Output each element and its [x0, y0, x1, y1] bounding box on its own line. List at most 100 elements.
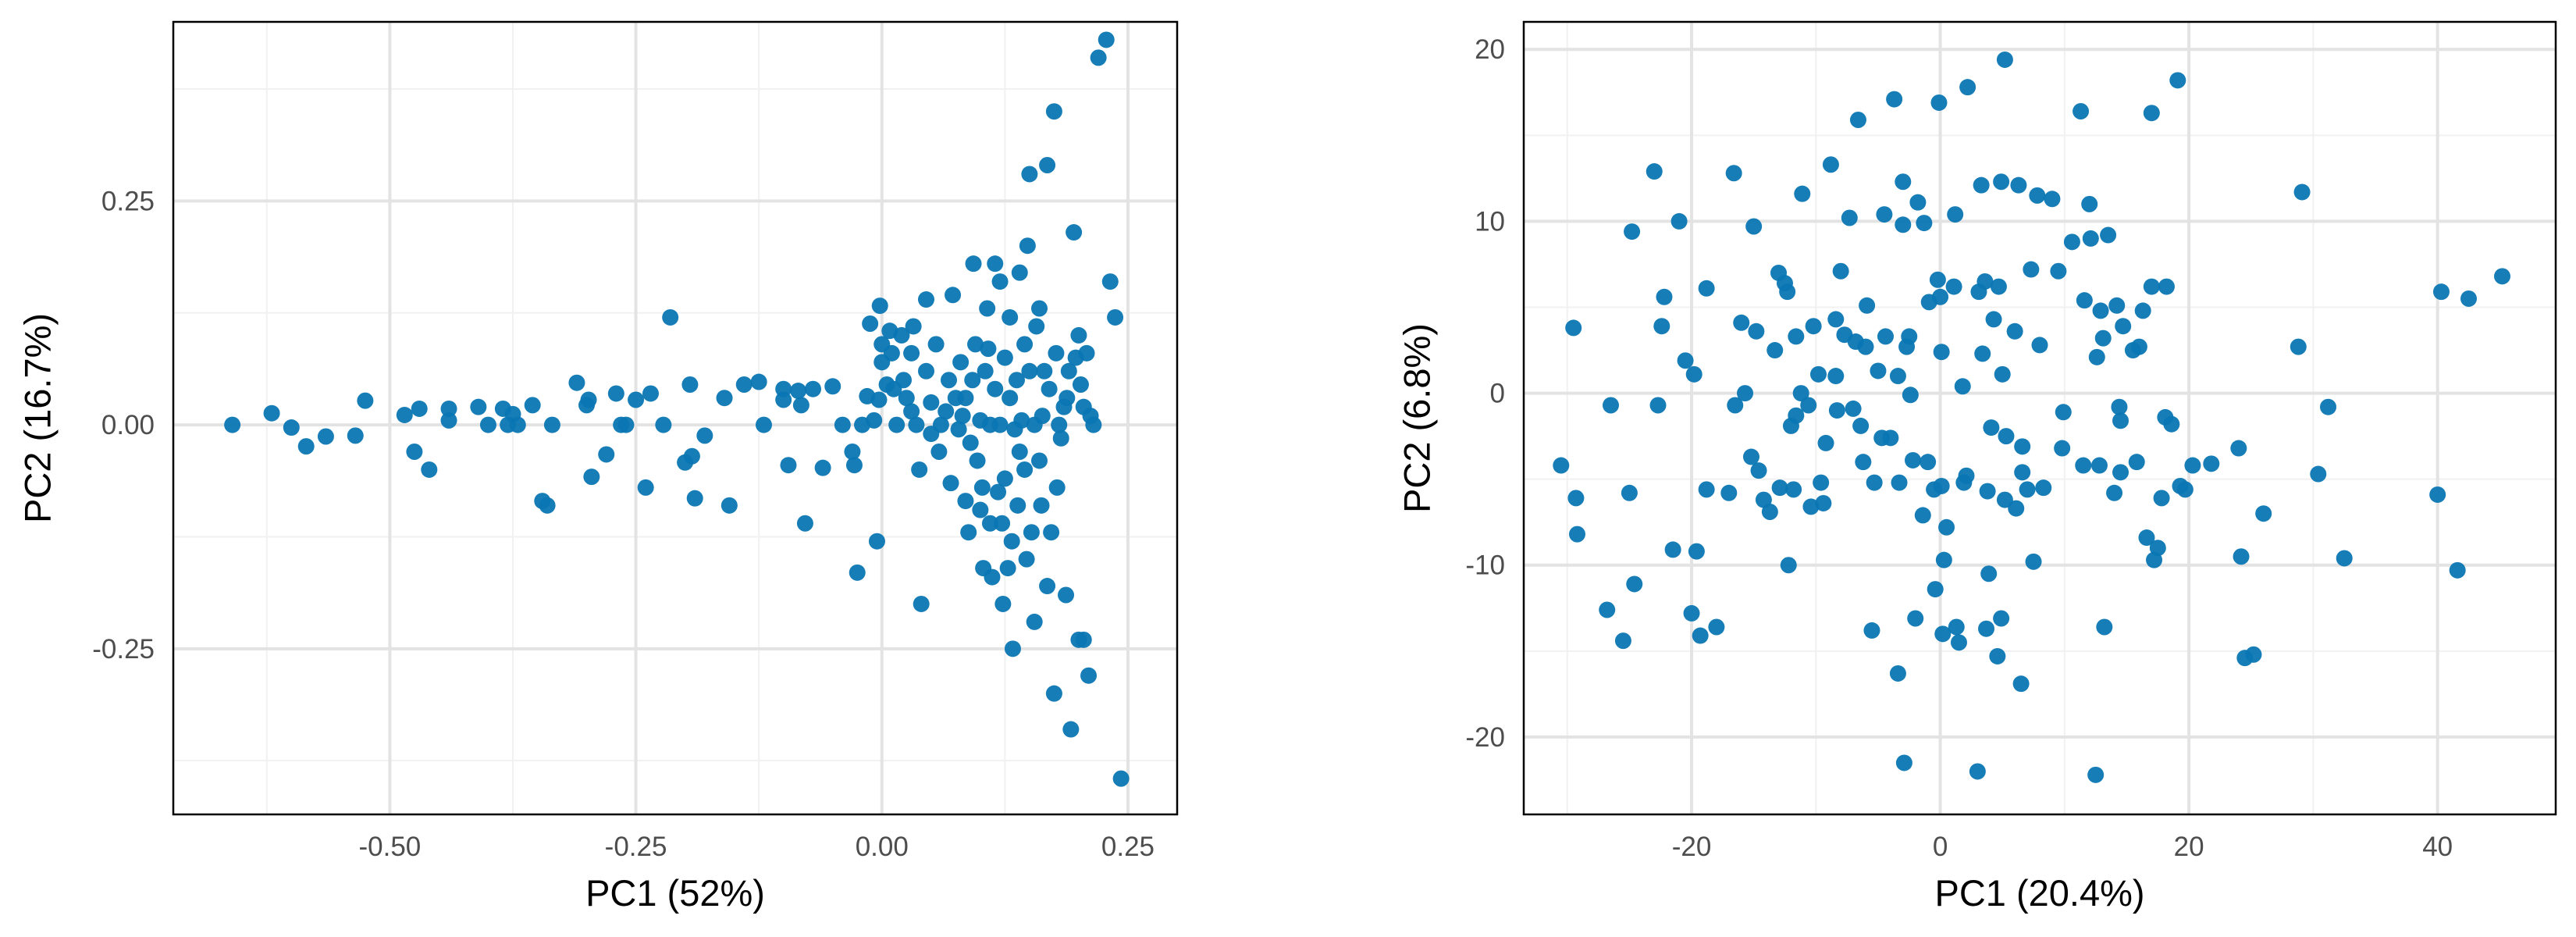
right-data-point — [1805, 318, 1822, 335]
left-data-point — [893, 326, 910, 344]
right-data-point — [1920, 454, 1937, 471]
left-x-tick-label: -0.25 — [605, 832, 667, 862]
right-data-point — [2008, 500, 2025, 517]
right-data-point — [2233, 548, 2250, 565]
right-data-point — [1978, 620, 1995, 637]
right-data-point — [1895, 754, 1912, 771]
left-data-point — [845, 457, 863, 474]
right-data-point — [2203, 455, 2220, 472]
right-data-point — [2112, 464, 2129, 481]
left-data-point — [440, 400, 457, 417]
right-data-point — [2128, 454, 2145, 471]
right-data-point — [2100, 226, 2117, 244]
left-data-point — [735, 376, 753, 393]
left-data-point — [681, 376, 699, 393]
left-data-point — [999, 560, 1016, 577]
left-data-point — [984, 568, 1001, 586]
right-data-point — [1954, 378, 1971, 395]
left-y-axis-title: PC2 (16.7%) — [16, 313, 58, 523]
left-data-point — [913, 595, 930, 612]
left-data-point — [1048, 344, 1065, 362]
left-data-point — [972, 501, 989, 518]
left-data-point — [1098, 31, 1115, 48]
right-data-point — [1685, 365, 1703, 383]
right-data-point — [1621, 484, 1638, 501]
right-data-point — [2143, 105, 2160, 122]
right-y-tick-label: 10 — [1475, 206, 1505, 237]
right-data-point — [2112, 412, 2129, 429]
left-data-point — [479, 416, 496, 433]
left-data-point — [686, 490, 703, 507]
left-data-point — [440, 411, 457, 429]
chart-pc1-20-4-vs-pc2-6-8: -20 0 20 40 -20 -10 0 10 20 PC1 (20.4%) PC2 (6.8%) — [1396, 20, 2557, 914]
left-data-point — [895, 372, 913, 389]
right-data-point — [1755, 491, 1772, 508]
right-data-point — [1909, 194, 1927, 211]
left-data-point — [1002, 308, 1019, 326]
right-data-point — [1980, 565, 1998, 583]
left-data-point — [849, 564, 866, 581]
left-data-point — [905, 318, 922, 335]
right-data-point — [1998, 428, 2015, 445]
left-data-point — [1080, 667, 1098, 684]
right-data-point — [1599, 601, 1616, 618]
right-data-point — [1969, 763, 1986, 780]
left-data-point — [883, 344, 900, 362]
left-data-point — [1078, 344, 1095, 362]
right-data-point — [2029, 187, 2046, 204]
right-data-point — [2138, 529, 2155, 547]
right-data-point — [1750, 462, 1767, 479]
left-data-point — [790, 383, 807, 400]
left-data-point — [1090, 49, 1107, 66]
left-data-point — [1048, 479, 1066, 496]
right-data-point — [1677, 352, 1694, 369]
left-data-point — [1085, 416, 1102, 433]
left-data-point — [1070, 326, 1087, 344]
right-data-point — [2130, 338, 2147, 355]
right-data-point — [2106, 484, 2123, 501]
right-data-point — [1901, 328, 1918, 345]
right-data-point — [2230, 440, 2247, 457]
left-data-point — [1008, 372, 1025, 389]
left-data-point — [1013, 411, 1030, 429]
chart-pc1-52-vs-pc2-16-7: -0.50 -0.25 0.00 0.25 -0.25 0.00 0.25 PC1 (52%)… — [16, 20, 1179, 914]
right-data-point — [1907, 610, 1924, 627]
left-data-point — [421, 461, 438, 478]
right-x-tick-label: 20 — [2174, 832, 2204, 862]
right-data-point — [1891, 474, 1908, 491]
right-data-point — [1889, 664, 1906, 682]
right-data-point — [1553, 457, 1570, 474]
right-data-point — [1886, 91, 1903, 108]
left-data-point — [1059, 390, 1076, 407]
left-data-point — [1019, 237, 1036, 255]
right-data-point — [1802, 498, 1820, 515]
right-data-point — [2055, 404, 2072, 421]
right-data-point — [1934, 625, 1952, 643]
left-data-point — [1075, 631, 1092, 648]
right-data-point — [1958, 467, 1975, 484]
left-x-tick-label: -0.50 — [358, 832, 421, 862]
right-data-point — [1832, 262, 1849, 280]
left-data-point — [607, 385, 624, 402]
right-data-point — [1985, 311, 2002, 328]
right-data-point — [1614, 632, 1631, 650]
left-data-point — [898, 390, 915, 407]
left-data-point — [1002, 390, 1019, 407]
left-data-point — [994, 515, 1011, 532]
right-data-point — [1930, 94, 1948, 111]
left-x-tick-label: 0.25 — [1101, 832, 1155, 862]
left-data-point — [1034, 408, 1051, 425]
right-data-point — [2082, 230, 2099, 247]
left-data-point — [973, 479, 991, 496]
left-data-point — [1018, 550, 1035, 568]
left-data-point — [945, 287, 962, 304]
right-data-point — [1602, 397, 1619, 414]
right-data-point — [1841, 209, 1858, 226]
left-data-point — [263, 404, 280, 422]
right-data-point — [2094, 330, 2112, 347]
right-data-point — [2035, 479, 2052, 497]
right-data-point — [2169, 72, 2186, 89]
right-data-point — [1950, 634, 1967, 651]
right-data-point — [1785, 481, 1802, 498]
left-data-point — [996, 349, 1013, 366]
